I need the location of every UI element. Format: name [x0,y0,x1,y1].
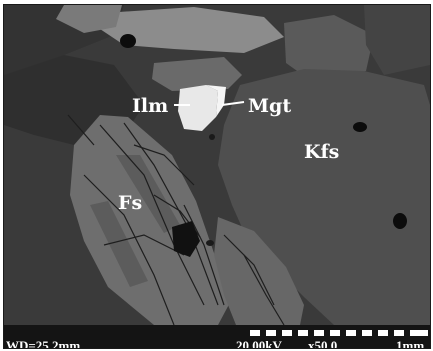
magnification-readout: x50.0 [308,338,338,349]
sem-data-bar: WD=25.2mm 20.00kV x50.0 1mm [4,325,430,348]
magnetite-label: Mgt [248,95,292,117]
magnetite-grain [206,85,226,117]
grain-upper-right [284,15,374,83]
working-distance-readout: WD=25.2mm [6,338,81,349]
pore [393,213,407,229]
pore [206,240,214,246]
k-feldspar-label: Kfs [304,141,340,163]
sem-micrograph [4,5,430,325]
feldspar-lamella [90,201,148,287]
pore [120,34,136,48]
grain-top-right [364,5,430,75]
pale-grain-top-left [56,5,122,33]
accelerating-voltage-readout: 20.00kV [236,338,282,349]
micrograph-frame: Ilm Mgt Kfs Fs WD=25.2mm 20.00kV x50.0 1… [3,4,431,349]
feldspar-grain-2 [214,217,304,325]
feldspar-grain [70,115,234,325]
scale-length-label: 1mm [396,338,425,349]
magnetite-leader-line [221,101,245,106]
pore-cluster [172,221,200,257]
light-grain-top [100,7,284,53]
scale-bar [250,330,428,336]
feldspar-label: Fs [118,192,143,214]
ilmenite-grain [178,85,218,131]
feldspar-lamella [116,155,180,233]
pore [353,122,367,132]
ilmenite-label: Ilm [132,95,169,117]
grain-center [152,57,242,91]
fracture-network [67,114,285,325]
pore [209,134,215,140]
